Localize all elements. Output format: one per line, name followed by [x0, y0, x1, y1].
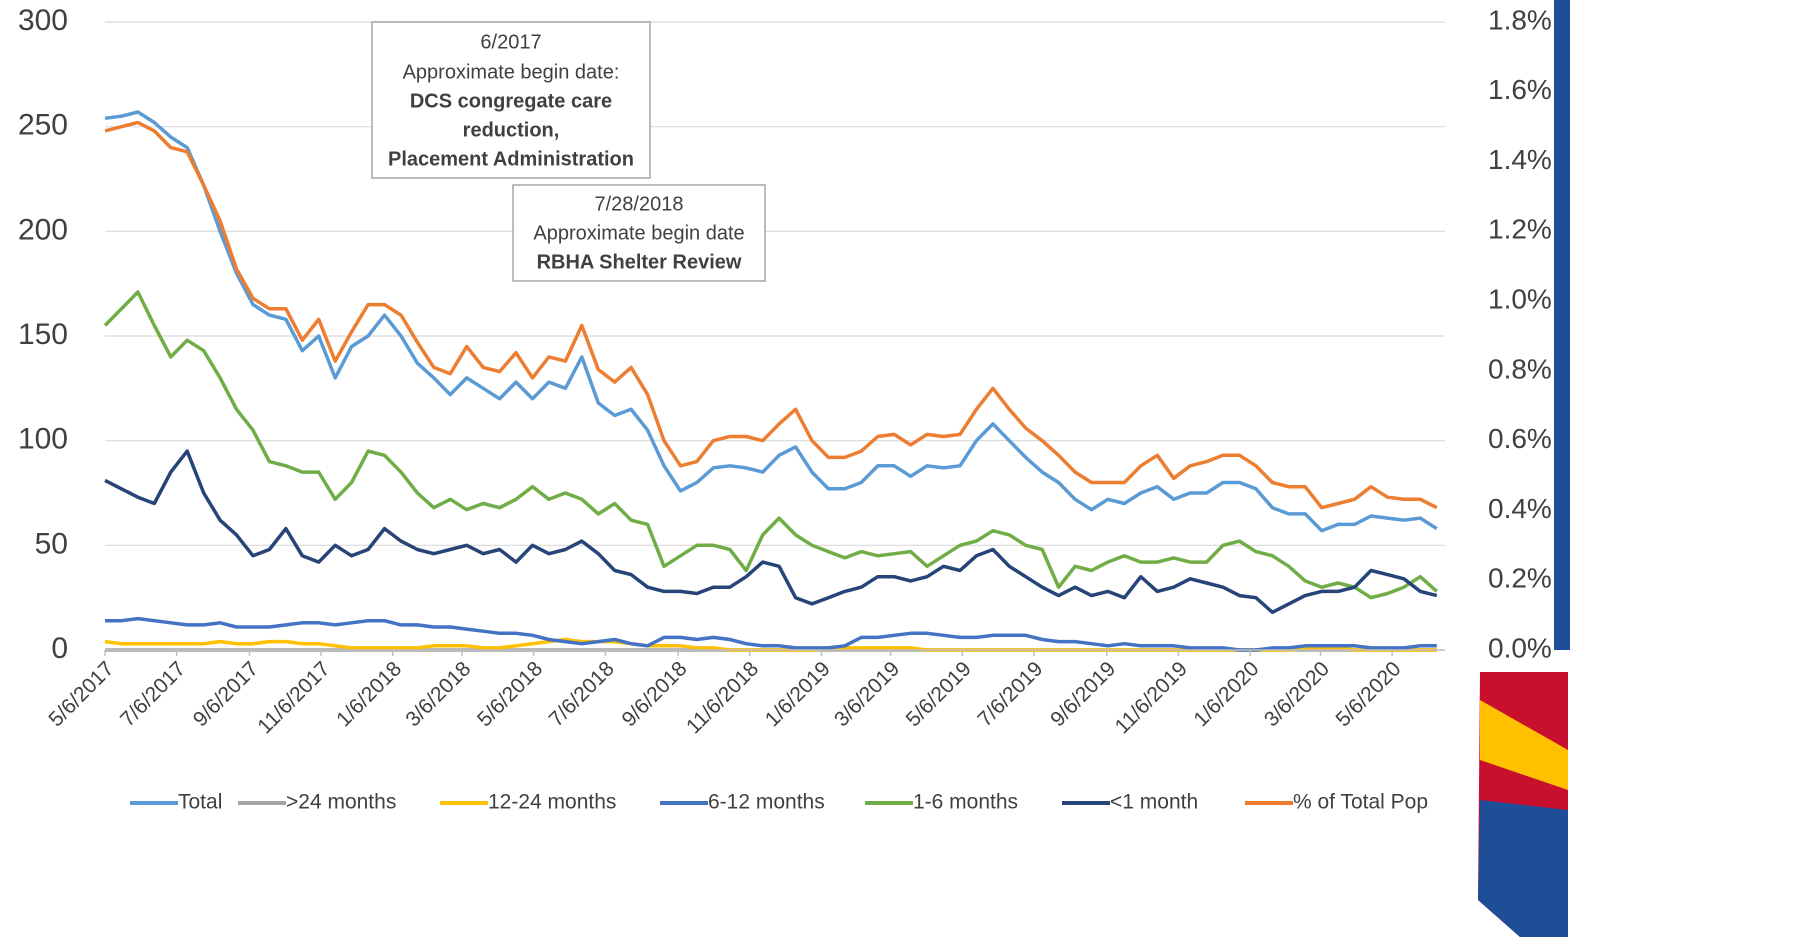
x-tick-label: 9/6/2019 [1046, 657, 1120, 731]
side-bar [1554, 0, 1570, 650]
y-tick-label: 50 [35, 527, 68, 560]
series-line [104, 120, 1438, 510]
annotation-text: 6/2017 [480, 31, 541, 53]
y2-tick-label: 0.8% [1488, 353, 1552, 384]
x-tick-label: 5/6/2017 [44, 657, 118, 731]
series-line [104, 449, 1438, 615]
x-tick-label: 5/6/2019 [902, 657, 976, 731]
annotation-text: 7/28/2018 [595, 193, 684, 215]
x-tick-label: 7/6/2017 [116, 657, 190, 731]
legend-label: <1 month [1110, 791, 1198, 814]
y2-tick-label: 0.0% [1488, 632, 1552, 663]
y-tick-label: 100 [18, 423, 68, 456]
x-tick-label: 11/6/2019 [1111, 657, 1192, 738]
annotation-text: Approximate begin date: [403, 61, 620, 83]
x-tick-label: 1/6/2020 [1189, 657, 1263, 731]
annotation-text: RBHA Shelter Review [537, 251, 742, 273]
legend-label: 12-24 months [488, 791, 616, 814]
annotation: 7/28/2018 Approximate begin date RBHA Sh… [512, 184, 766, 282]
x-tick-label: 1/6/2019 [761, 657, 835, 731]
series-line [103, 290, 1438, 600]
x-tick-label: 11/6/2017 [253, 657, 334, 738]
y-tick-label: 300 [18, 4, 68, 37]
y2-tick-label: 1.2% [1488, 214, 1552, 245]
x-tick-label: 7/6/2018 [545, 657, 619, 731]
y2-tick-label: 1.6% [1488, 74, 1552, 105]
legend-label: % of Total Pop [1293, 791, 1428, 814]
legend-label: >24 months [286, 791, 396, 814]
x-tick-label: 3/6/2020 [1260, 657, 1334, 731]
y2-tick-label: 1.8% [1488, 4, 1552, 35]
annotation-box [512, 184, 766, 282]
annotation-text: DCS congregate care [410, 90, 612, 112]
x-tick-label: 5/6/2020 [1332, 657, 1406, 731]
annotation: 6/2017 Approximate begin date: DCS congr… [371, 21, 651, 179]
legend-label: 6-12 months [708, 791, 825, 814]
y2-tick-label: 0.6% [1488, 423, 1552, 454]
annotation-text: reduction, [463, 119, 560, 141]
y-tick-label: 150 [18, 318, 68, 351]
legend-label: 1-6 months [913, 791, 1018, 814]
y-tick-label: 200 [18, 213, 68, 246]
y2-tick-label: 1.0% [1488, 284, 1552, 315]
y-tick-label: 0 [51, 632, 68, 665]
y-tick-label: 250 [18, 109, 68, 142]
annotation-box [371, 21, 651, 179]
logo [1478, 672, 1568, 937]
y2-tick-label: 0.4% [1488, 493, 1552, 524]
x-tick-label: 5/6/2018 [473, 657, 547, 731]
x-tick-label: 9/6/2017 [189, 657, 263, 731]
series-line [104, 110, 1438, 533]
annotation-text: Placement Administration [388, 148, 634, 170]
x-tick-label: 1/6/2018 [332, 657, 406, 731]
annotation-text: Approximate begin date [533, 222, 744, 244]
y2-tick-label: 1.4% [1488, 144, 1552, 175]
series-line [105, 616, 1437, 652]
x-tick-label: 3/6/2018 [401, 657, 475, 731]
x-tick-label: 9/6/2018 [617, 657, 691, 731]
y2-tick-label: 0.2% [1488, 563, 1552, 594]
x-tick-label: 3/6/2019 [830, 657, 904, 731]
x-tick-label: 7/6/2019 [973, 657, 1047, 731]
legend-label: Total [178, 791, 222, 814]
x-tick-label: 11/6/2018 [682, 657, 763, 738]
